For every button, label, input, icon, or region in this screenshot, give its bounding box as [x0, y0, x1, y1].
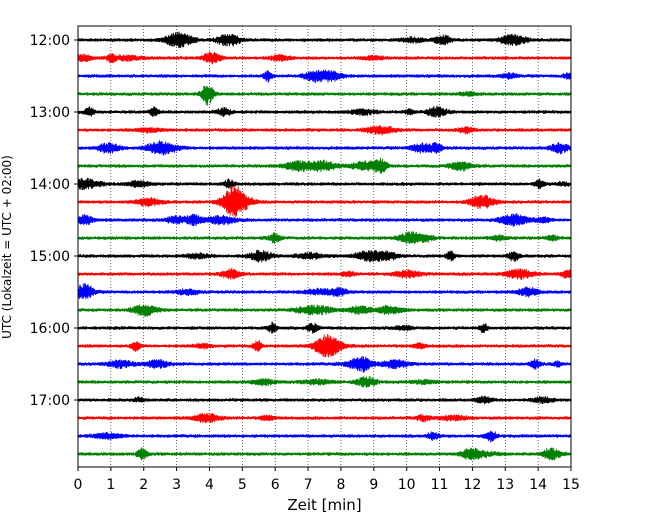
trace-17:00 [77, 395, 572, 405]
x-tick-label-10: 10 [398, 477, 416, 493]
trace-17:15 [77, 412, 572, 423]
x-tick-label-11: 11 [431, 477, 449, 493]
trace-15:15 [77, 268, 572, 280]
x-tick-label-12: 12 [463, 477, 481, 493]
trace-15:30 [77, 283, 572, 300]
y-tick-label-15:00: 15:00 [30, 249, 70, 265]
trace-17:30 [77, 430, 572, 443]
x-tick-label-3: 3 [172, 477, 181, 493]
plot-frame [77, 25, 572, 468]
trace-14:30 [77, 213, 572, 227]
y-tick-label-17:00: 17:00 [30, 393, 70, 409]
trace-12:30 [77, 69, 572, 84]
x-tick-label-13: 13 [496, 477, 514, 493]
trace-13:30 [77, 140, 572, 156]
trace-14:45 [77, 231, 572, 245]
trace-17:45 [77, 447, 572, 461]
trace-16:00 [77, 321, 572, 334]
trace-13:00 [77, 105, 572, 118]
x-tick-label-4: 4 [205, 477, 214, 493]
x-tick-label-2: 2 [139, 477, 148, 493]
x-tick-label-1: 1 [106, 477, 115, 493]
y-tick-label-13:00: 13:00 [30, 105, 70, 121]
x-axis-label: Zeit [min] [287, 496, 361, 514]
y-tick-label-12:00: 12:00 [30, 33, 70, 49]
x-tick-label-5: 5 [238, 477, 247, 493]
y-axis-ticks: 12:00 13:00 14:00 15:00 16:00 17:00 [30, 33, 78, 409]
trace-16:45 [77, 376, 572, 388]
y-axis-label: UTC (Lokalzeit = UTC + 02:00) [0, 155, 14, 339]
trace-16:30 [77, 355, 572, 373]
trace-16:15 [77, 333, 572, 358]
y-tick-label-14:00: 14:00 [30, 177, 70, 193]
trace-14:15 [77, 185, 572, 218]
x-axis-ticks: 0 1 2 3 4 5 6 7 8 9 10 11 12 13 14 15 [74, 467, 580, 493]
x-tick-label-9: 9 [369, 477, 378, 493]
trace-13:45 [77, 157, 572, 174]
x-tick-label-14: 14 [529, 477, 547, 493]
x-tick-label-8: 8 [336, 477, 345, 493]
trace-group [77, 31, 572, 461]
trace-15:45 [77, 304, 572, 317]
x-tick-label-7: 7 [304, 477, 313, 493]
trace-12:15 [77, 51, 572, 65]
trace-14:00 [77, 177, 572, 191]
y-tick-label-16:00: 16:00 [30, 321, 70, 337]
x-tick-label-0: 0 [74, 477, 83, 493]
x-tick-label-6: 6 [271, 477, 280, 493]
trace-13:15 [77, 125, 572, 136]
trace-15:00 [77, 249, 572, 263]
trace-12:00 [77, 31, 572, 49]
x-tick-label-15: 15 [562, 477, 580, 493]
trace-12:45 [77, 85, 572, 106]
